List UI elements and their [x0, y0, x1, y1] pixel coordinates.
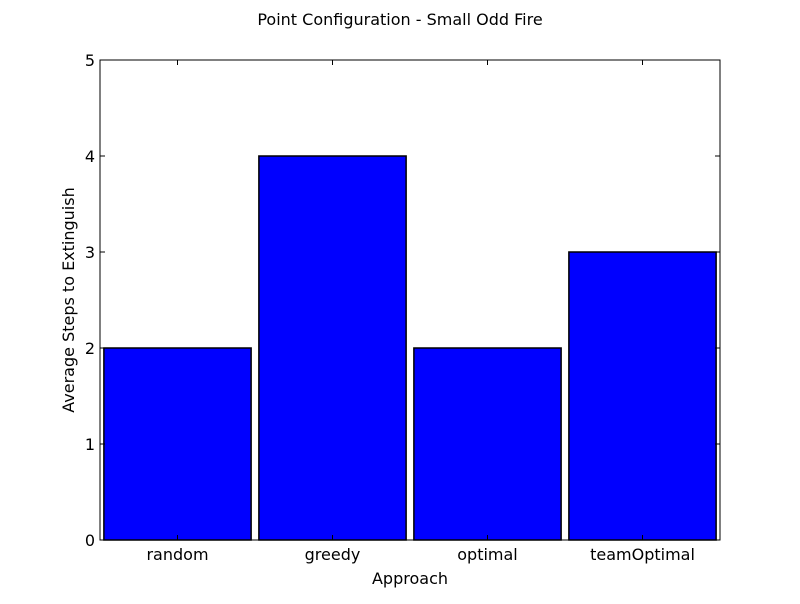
bar-teamOptimal	[568, 251, 717, 541]
y-axis-label: Average Steps to Extinguish	[59, 187, 78, 412]
axes-frame	[99, 59, 721, 541]
bar-random	[103, 347, 252, 541]
chart-title: Point Configuration - Small Odd Fire	[257, 10, 542, 29]
y-tick-label: 1	[85, 435, 95, 454]
x-tick-label: greedy	[305, 545, 361, 564]
y-tick-label: 5	[85, 51, 95, 70]
bar-optimal	[413, 347, 562, 541]
y-axis-ticks: 0 1 2 3 4 5	[85, 51, 720, 550]
x-axis-label: Approach	[372, 569, 448, 588]
bars-group	[103, 155, 717, 541]
x-axis-ticks: random greedy optimal teamOptimal	[146, 60, 695, 564]
y-tick-label: 3	[85, 243, 95, 262]
x-tick-label: optimal	[457, 545, 518, 564]
x-tick-label: teamOptimal	[590, 545, 695, 564]
y-tick-label: 0	[85, 531, 95, 550]
x-tick-label: random	[146, 545, 208, 564]
y-tick-label: 2	[85, 339, 95, 358]
y-tick-label: 4	[85, 147, 95, 166]
bar-greedy	[258, 155, 407, 541]
